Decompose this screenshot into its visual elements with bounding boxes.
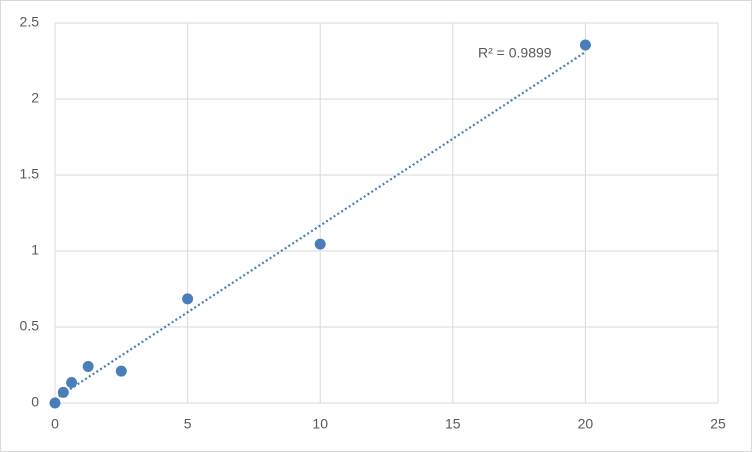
x-tick-label: 25: [710, 416, 726, 432]
y-tick-label: 0.5: [20, 318, 40, 334]
data-point: [49, 397, 61, 409]
x-tick-label: 5: [184, 416, 192, 432]
x-tick-label: 0: [51, 416, 59, 432]
r-squared-annotation: R² = 0.9899: [478, 45, 552, 61]
data-point: [82, 361, 94, 373]
y-tick-label: 0: [31, 394, 39, 410]
x-tick-label: 20: [578, 416, 594, 432]
data-point: [57, 386, 69, 398]
data-point: [314, 238, 326, 250]
x-tick-label: 10: [312, 416, 328, 432]
x-tick-label: 15: [445, 416, 461, 432]
y-tick-label: 1: [31, 242, 39, 258]
trendline: [54, 51, 587, 400]
data-point: [66, 376, 78, 388]
data-point: [579, 39, 591, 51]
data-point: [115, 365, 127, 377]
y-tick-label: 2: [31, 90, 39, 106]
data-point: [182, 293, 194, 305]
y-tick-label: 1.5: [20, 166, 40, 182]
y-tick-label: 2.5: [20, 14, 40, 30]
